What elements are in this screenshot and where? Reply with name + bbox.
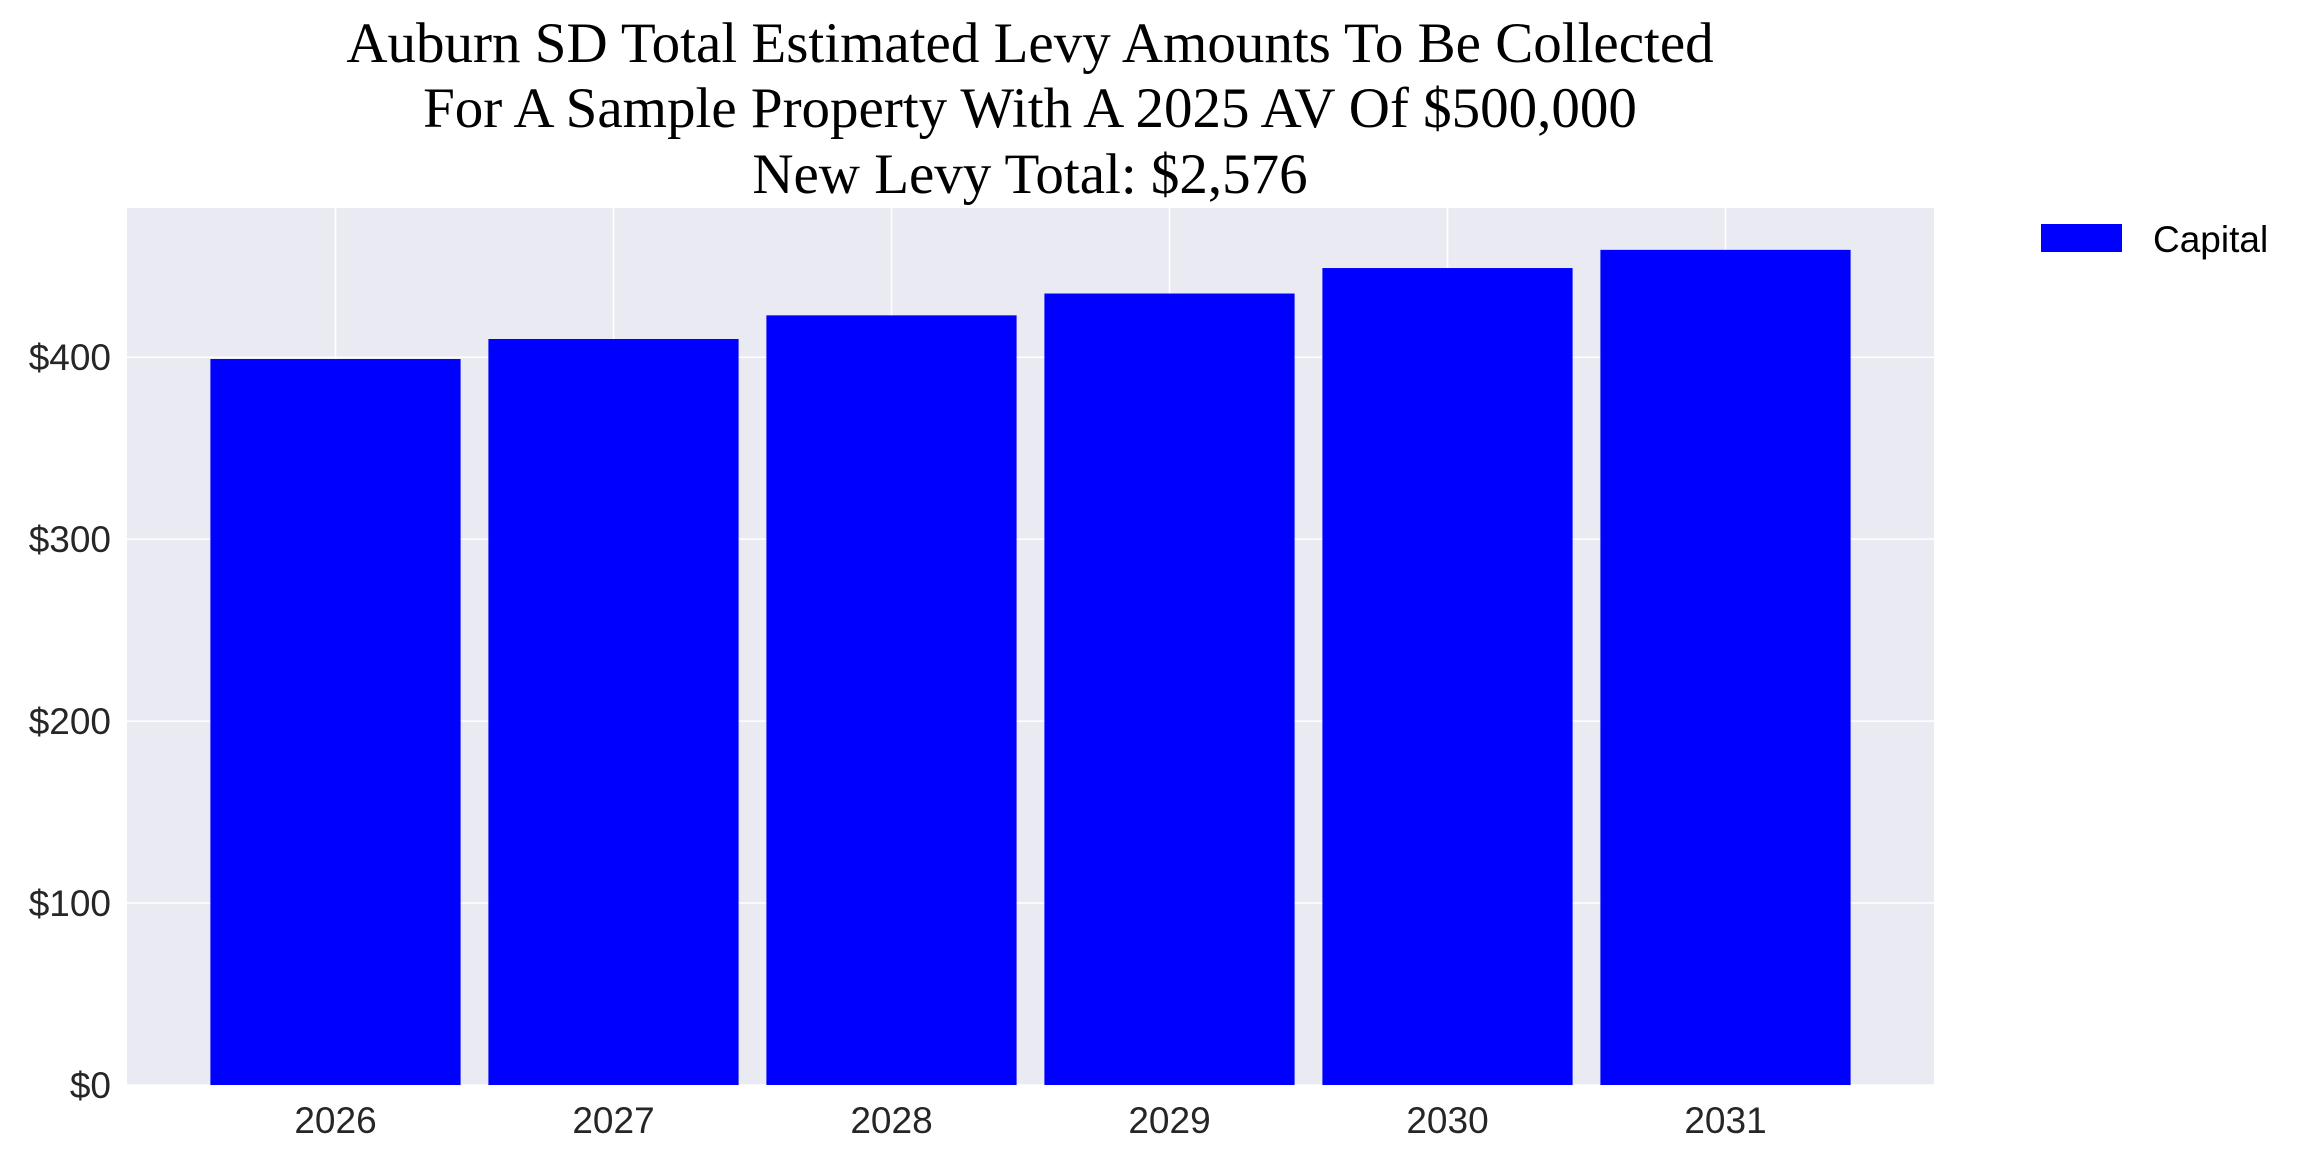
y-tick-label: $200	[29, 701, 111, 742]
x-tick-label: 2031	[1684, 1100, 1766, 1141]
legend: Capital	[2041, 219, 2268, 260]
x-tick-label: 2029	[1128, 1100, 1210, 1141]
x-axis-tick-labels: 2026 2027 2028 2029 2030 2031	[294, 1100, 1766, 1141]
bar-capital-2028	[766, 315, 1017, 1086]
chart-title-line-1: Auburn SD Total Estimated Levy Amounts T…	[346, 12, 1713, 75]
bar-capital-2026	[210, 359, 461, 1085]
x-tick-label: 2030	[1406, 1100, 1488, 1141]
legend-label-capital: Capital	[2153, 219, 2268, 260]
bar-capital-2031	[1600, 249, 1851, 1086]
y-tick-label: $400	[29, 337, 111, 378]
x-tick-label: 2028	[850, 1100, 932, 1141]
x-tick-label: 2026	[294, 1100, 376, 1141]
chart-title-line-3: New Levy Total: $2,576	[752, 143, 1307, 206]
x-tick-label: 2027	[572, 1100, 654, 1141]
y-tick-label: $300	[29, 519, 111, 560]
y-tick-label: $0	[70, 1065, 111, 1106]
bar-capital-2027	[488, 339, 739, 1085]
legend-swatch-capital	[2041, 224, 2122, 252]
y-tick-label: $100	[29, 883, 111, 924]
y-axis-tick-labels: $0 $100 $200 $300 $400	[29, 337, 111, 1106]
chart-title: Auburn SD Total Estimated Levy Amounts T…	[346, 12, 1713, 206]
bar-capital-2030	[1322, 268, 1573, 1085]
bars	[210, 249, 1851, 1086]
bar-capital-2029	[1044, 293, 1295, 1085]
chart-title-line-2: For A Sample Property With A 2025 AV Of …	[423, 77, 1637, 140]
